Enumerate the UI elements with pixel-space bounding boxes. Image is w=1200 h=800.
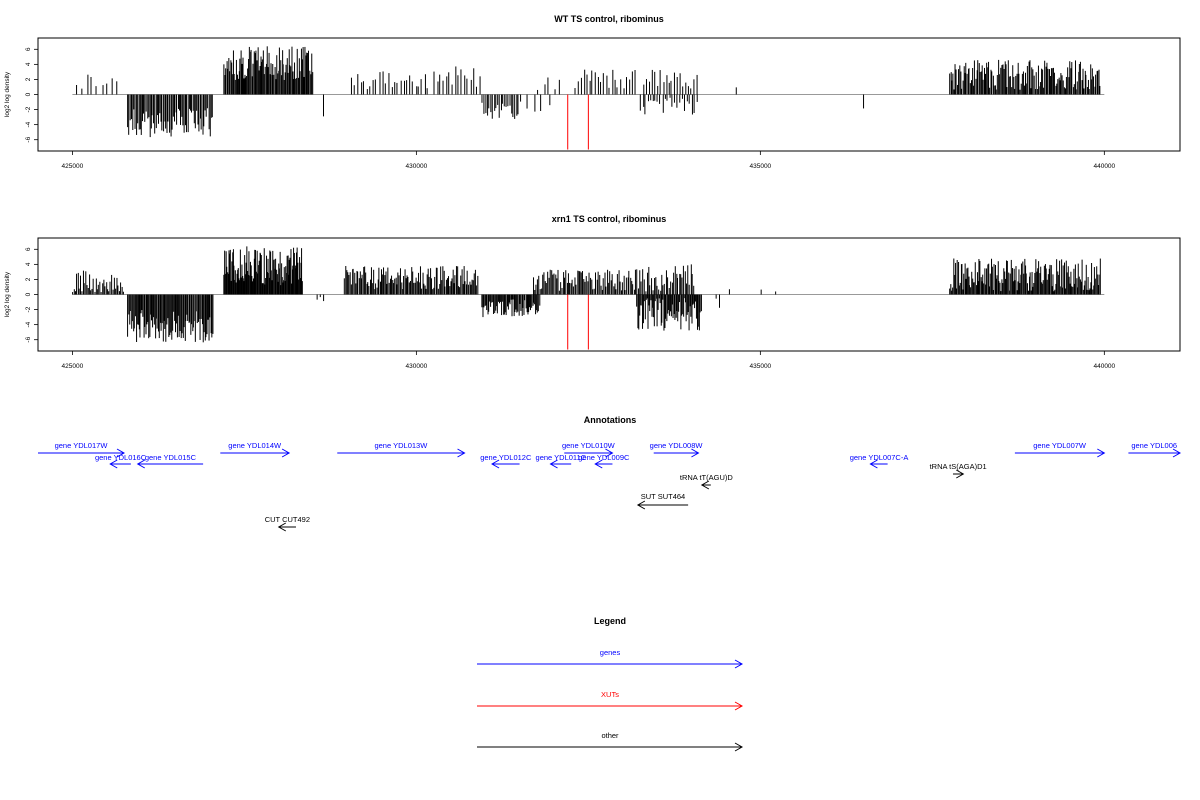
y-axis-label: log2 log density — [4, 271, 11, 317]
feature-label: gene YDL008W — [650, 441, 704, 450]
arrow-right-icon — [691, 448, 700, 458]
legend-item: genes — [477, 648, 744, 669]
arrow-left-icon — [700, 480, 710, 490]
annotation-feature: SUT SUT464 — [636, 492, 689, 510]
y-tick-label: 6 — [25, 47, 32, 51]
x-tick-label: 435000 — [749, 363, 771, 370]
arrow-right-icon — [605, 448, 614, 458]
feature-label: tRNA tS(AGA)D1 — [930, 462, 987, 471]
feature-label: tRNA tT(AGU)D — [680, 473, 734, 482]
feature-label: gene YDL013W — [374, 441, 428, 450]
annotation-feature: gene YDL013W — [337, 441, 466, 458]
chart-title: WT TS control, ribominus — [554, 14, 664, 24]
y-tick-label: 4 — [25, 62, 32, 66]
y-tick-label: 0 — [25, 292, 32, 296]
annotations-title: Annotations — [584, 415, 637, 425]
arrow-right-icon — [734, 742, 744, 752]
feature-label: gene YDL011C — [536, 453, 587, 462]
legend-item: other — [477, 731, 744, 752]
y-tick-label: -6 — [25, 136, 32, 142]
annotation-feature: gene YDL007C-A — [850, 453, 909, 469]
y-tick-label: -2 — [25, 106, 32, 112]
density-bars — [72, 246, 1101, 343]
arrow-right-icon — [1097, 448, 1106, 458]
y-tick-label: 6 — [25, 247, 32, 251]
arrow-right-icon — [281, 448, 291, 458]
annotation-feature: gene YDL010W — [562, 441, 616, 458]
arrow-right-icon — [734, 659, 744, 669]
y-tick-label: 0 — [25, 92, 32, 96]
x-tick-label: 430000 — [406, 363, 428, 370]
arrow-left-icon — [136, 459, 146, 469]
x-tick-label: 430000 — [406, 163, 428, 170]
annotation-feature: gene YDL009C — [578, 453, 630, 469]
chart-panel-1: WT TS control, ribominus log2 log density… — [4, 14, 1181, 170]
annotation-feature: gene YDL014W — [220, 441, 291, 458]
feature-label: gene YDL017W — [55, 441, 109, 450]
feature-label: gene YDL007W — [1033, 441, 1087, 450]
y-tick-label: 4 — [25, 262, 32, 266]
legend-label: XUTs — [601, 690, 619, 699]
y-tick-label: 2 — [25, 277, 32, 281]
legend-label: genes — [600, 648, 621, 657]
annotation-feature: tRNA tT(AGU)D — [680, 473, 734, 490]
feature-label: CUT CUT492 — [265, 515, 310, 524]
y-tick-label: -6 — [25, 336, 32, 342]
feature-label: gene YDL006 — [1131, 441, 1177, 450]
arrow-left-icon — [491, 459, 500, 469]
feature-label: gene YDL007C-A — [850, 453, 909, 462]
feature-label: SUT SUT464 — [641, 492, 685, 501]
arrow-left-icon — [636, 500, 646, 510]
annotation-feature: gene YDL016C — [95, 453, 147, 469]
annotation-feature: tRNA tS(AGA)D1 — [930, 462, 987, 479]
feature-label: gene YDL015C — [145, 453, 197, 462]
arrow-left-icon — [549, 459, 558, 469]
arrow-right-icon — [457, 448, 466, 458]
y-tick-label: -4 — [25, 321, 32, 327]
annotation-feature: gene YDL012C — [480, 453, 532, 469]
annotation-feature: gene YDL017W — [38, 441, 126, 458]
arrow-left-icon — [109, 459, 118, 469]
y-tick-label: -2 — [25, 306, 32, 312]
feature-label: gene YDL009C — [578, 453, 630, 462]
annotation-feature: gene YDL007W — [1014, 441, 1106, 458]
annotation-feature: gene YDL015C — [136, 453, 204, 469]
arrow-right-icon — [1172, 448, 1182, 458]
feature-label: gene YDL014W — [228, 441, 282, 450]
legend-title: Legend — [594, 616, 626, 626]
legend-item: XUTs — [477, 690, 744, 711]
density-bars — [76, 46, 1101, 138]
chart-panel-2: xrn1 TS control, ribominus log2 log densi… — [4, 214, 1181, 370]
annotation-feature: CUT CUT492 — [265, 515, 310, 532]
arrow-right-icon — [734, 701, 744, 711]
arrow-right-icon — [956, 469, 965, 479]
x-tick-label: 425000 — [62, 163, 84, 170]
feature-label: gene YDL016C — [95, 453, 147, 462]
arrow-left-icon — [277, 522, 287, 532]
y-tick-label: -4 — [25, 121, 32, 127]
annotation-feature: gene YDL011C — [536, 453, 587, 469]
annotation-feature: gene YDL008W — [650, 441, 704, 458]
annotation-feature: gene YDL006 — [1128, 441, 1182, 458]
feature-label: gene YDL010W — [562, 441, 616, 450]
chart-title: xrn1 TS control, ribominus — [552, 214, 667, 224]
x-tick-label: 440000 — [1093, 163, 1115, 170]
y-tick-label: 2 — [25, 77, 32, 81]
legend: Legend genes XUTs other — [477, 616, 744, 752]
x-tick-label: 440000 — [1093, 363, 1115, 370]
arrow-left-icon — [869, 459, 878, 469]
feature-label: gene YDL012C — [480, 453, 532, 462]
arrow-left-icon — [594, 459, 603, 469]
y-axis-label: log2 log density — [4, 71, 11, 117]
legend-label: other — [601, 731, 619, 740]
x-tick-label: 425000 — [62, 363, 84, 370]
arrow-right-icon — [116, 448, 126, 458]
x-tick-label: 435000 — [749, 163, 771, 170]
